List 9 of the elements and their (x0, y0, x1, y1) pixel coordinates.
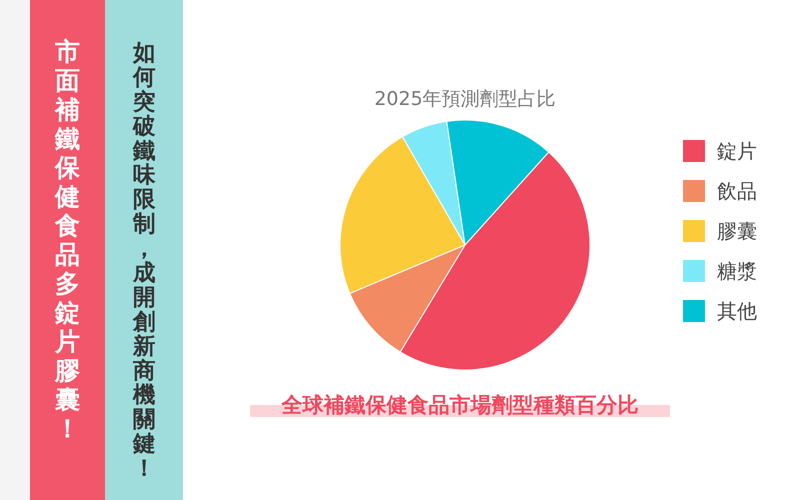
chart-title: 2025年預測劑型占比 (374, 88, 556, 110)
legend-label: 其他 (717, 299, 757, 323)
legend-label: 飲品 (717, 179, 757, 203)
legend-label: 膠囊 (717, 219, 757, 243)
text: 全球補鐵保健食品市場劑型種類百分比 (280, 393, 638, 417)
text: 如何突破鐵味限制，成開創新商機關鍵！ (133, 40, 155, 482)
legend-label: 錠片 (717, 139, 757, 163)
text: 市面補鐵保健食品多錠片膠囊！ (55, 37, 80, 443)
legend-label: 糖漿 (717, 259, 757, 283)
